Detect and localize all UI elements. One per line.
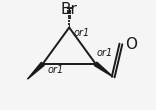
- Polygon shape: [27, 62, 44, 79]
- Text: Br: Br: [61, 2, 78, 17]
- Text: O: O: [125, 37, 137, 51]
- Text: or1: or1: [74, 28, 90, 38]
- Text: or1: or1: [97, 48, 113, 58]
- Polygon shape: [94, 62, 113, 77]
- Text: or1: or1: [47, 65, 63, 75]
